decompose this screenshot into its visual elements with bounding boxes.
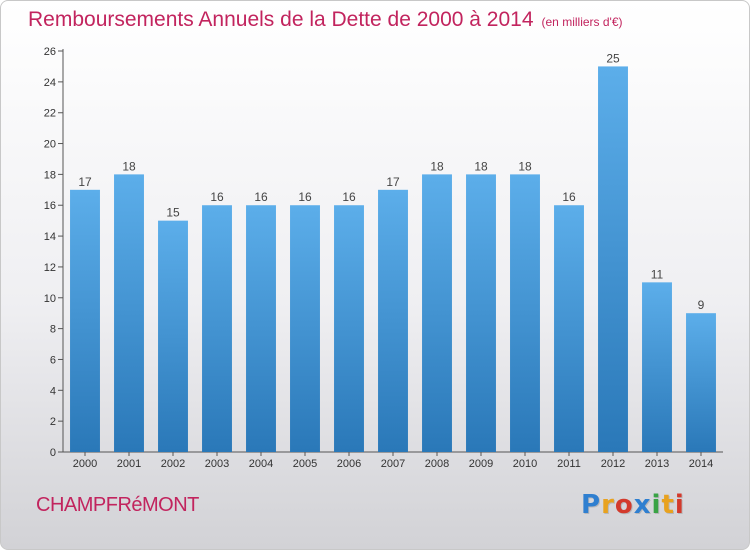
bar-2013 (642, 282, 672, 452)
y-tick-label: 6 (50, 354, 56, 366)
x-tick-label-2010: 2010 (513, 458, 537, 470)
y-tick-label: 24 (44, 77, 56, 89)
x-tick-label-2013: 2013 (645, 458, 669, 470)
x-tick-label-2005: 2005 (293, 458, 317, 470)
data-label-2011: 16 (562, 190, 576, 204)
logo-letter: P (581, 490, 602, 520)
bar-2000 (70, 189, 100, 453)
data-label-2000: 17 (78, 175, 92, 189)
x-tick-label-2012: 2012 (601, 458, 625, 470)
x-tick-label-2006: 2006 (337, 458, 361, 470)
bar-2003 (202, 205, 232, 452)
x-tick-label-2007: 2007 (381, 458, 405, 470)
data-label-2012: 25 (606, 51, 620, 65)
data-label-2003: 16 (210, 190, 224, 204)
chart-subtitle: (en milliers d'€) (541, 15, 623, 29)
data-label-2009: 18 (474, 159, 488, 173)
logo-letter: i (674, 490, 685, 520)
logo-letter: i (651, 490, 662, 520)
data-label-2013: 11 (651, 267, 664, 281)
bar-2007 (378, 189, 408, 453)
y-tick-label: 4 (50, 385, 56, 397)
bar-2006 (334, 205, 364, 452)
chart-title-text: Remboursements Annuels de la Dette de 20… (28, 8, 534, 31)
y-tick-label: 16 (44, 200, 56, 212)
chart-data-labels: 17 18 15 16 16 16 16 17 18 18 18 16 25 11 9 (78, 51, 704, 312)
x-tick-label-2011: 2011 (557, 458, 581, 470)
chart-title: Remboursements Annuels de la Dette de 20… (28, 8, 623, 32)
y-tick-label: 10 (44, 293, 56, 305)
y-tick-label: 0 (50, 447, 56, 459)
y-tick-label: 22 (44, 108, 56, 120)
y-tick-label: 12 (44, 262, 56, 274)
bar-2010 (510, 174, 540, 452)
logo-letter: x (633, 490, 652, 520)
commune-name: CHAMPFRéMONT (36, 494, 199, 516)
y-tick-label: 14 (44, 231, 56, 243)
y-tick-label: 26 (44, 46, 56, 58)
bar-2008 (422, 174, 452, 452)
x-tick-label-2014: 2014 (689, 458, 713, 470)
y-tick-label: 20 (44, 139, 56, 151)
data-label-2005: 16 (298, 190, 312, 204)
x-tick-label-2008: 2008 (425, 458, 449, 470)
chart-bars (70, 66, 716, 453)
x-tick-label-2001: 2001 (117, 458, 141, 470)
data-label-2007: 17 (386, 175, 400, 189)
logo-letter: o (614, 490, 634, 520)
bar-2005 (290, 205, 320, 452)
bar-2012 (598, 66, 628, 452)
y-tick-label: 18 (44, 169, 56, 181)
bar-2009 (466, 174, 496, 452)
x-tick-label-2000: 2000 (73, 458, 97, 470)
bar-2011 (554, 205, 584, 452)
y-tick-label: 2 (50, 416, 56, 428)
y-tick-label: 8 (50, 324, 56, 336)
x-tick-label-2002: 2002 (161, 458, 185, 470)
data-label-2004: 16 (254, 190, 268, 204)
data-label-2008: 18 (430, 159, 444, 173)
logo-letter: t (661, 490, 675, 520)
x-tick-label-2004: 2004 (249, 458, 273, 470)
data-label-2001: 18 (122, 159, 136, 173)
logo-letter: r (601, 490, 615, 520)
data-label-2006: 16 (342, 190, 356, 204)
proxiti-logo: Proxiti (581, 490, 685, 520)
bar-2002 (158, 220, 188, 452)
bar-2004 (246, 205, 276, 452)
data-label-2014: 9 (698, 298, 705, 312)
x-tick-label-2009: 2009 (469, 458, 493, 470)
bar-2001 (114, 174, 144, 452)
data-label-2010: 18 (518, 159, 532, 173)
bar-2014 (686, 313, 716, 452)
data-label-2002: 15 (166, 206, 180, 220)
x-tick-label-2003: 2003 (205, 458, 229, 470)
